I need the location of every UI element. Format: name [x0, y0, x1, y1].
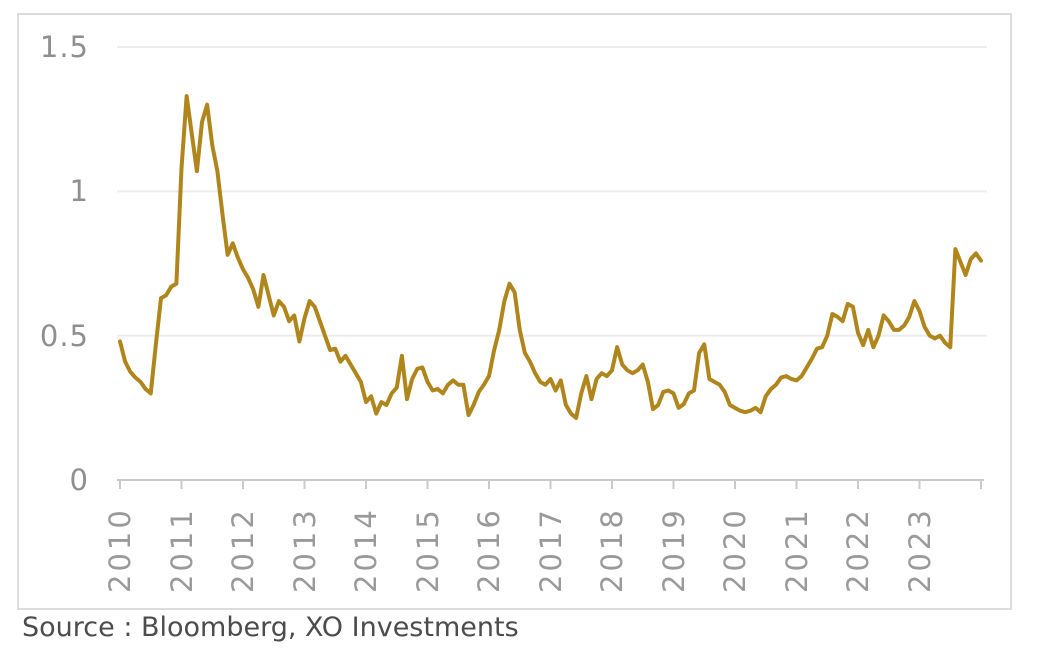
- y-tick-label-0.5: 0.5: [39, 318, 89, 353]
- x-tick-label-2015: 2015: [410, 507, 445, 593]
- x-tick-label-2023: 2023: [902, 507, 937, 593]
- x-tick-label-2010: 2010: [103, 507, 137, 593]
- y-tick-label-1.5: 1.5: [39, 30, 89, 64]
- x-tick-label-2011: 2011: [164, 507, 199, 593]
- x-tick-label-2018: 2018: [595, 507, 629, 593]
- x-tick-label-2019: 2019: [656, 507, 691, 593]
- line-chart: [117, 46, 987, 489]
- x-tick-label-2021: 2021: [779, 507, 814, 593]
- x-tick-label-2020: 2020: [718, 507, 752, 593]
- y-tick-label-0: 0: [69, 463, 89, 497]
- x-tick-label-2012: 2012: [226, 507, 260, 593]
- data-line-series: [118, 94, 983, 420]
- x-tick-label-2016: 2016: [472, 507, 506, 593]
- chart-frame: 0 0.5 1 1.5 2010 2011 2012 2013 2014 2015 2016 201…: [17, 13, 1012, 610]
- x-tick-label-2017: 2017: [533, 507, 568, 593]
- x-tick-label-2014: 2014: [349, 507, 383, 593]
- x-tick-label-2013: 2013: [287, 507, 322, 593]
- source-caption: Source : Bloomberg, XO Investments: [22, 612, 519, 643]
- x-tick-label-2022: 2022: [841, 507, 875, 593]
- y-tick-label-1: 1: [69, 174, 89, 209]
